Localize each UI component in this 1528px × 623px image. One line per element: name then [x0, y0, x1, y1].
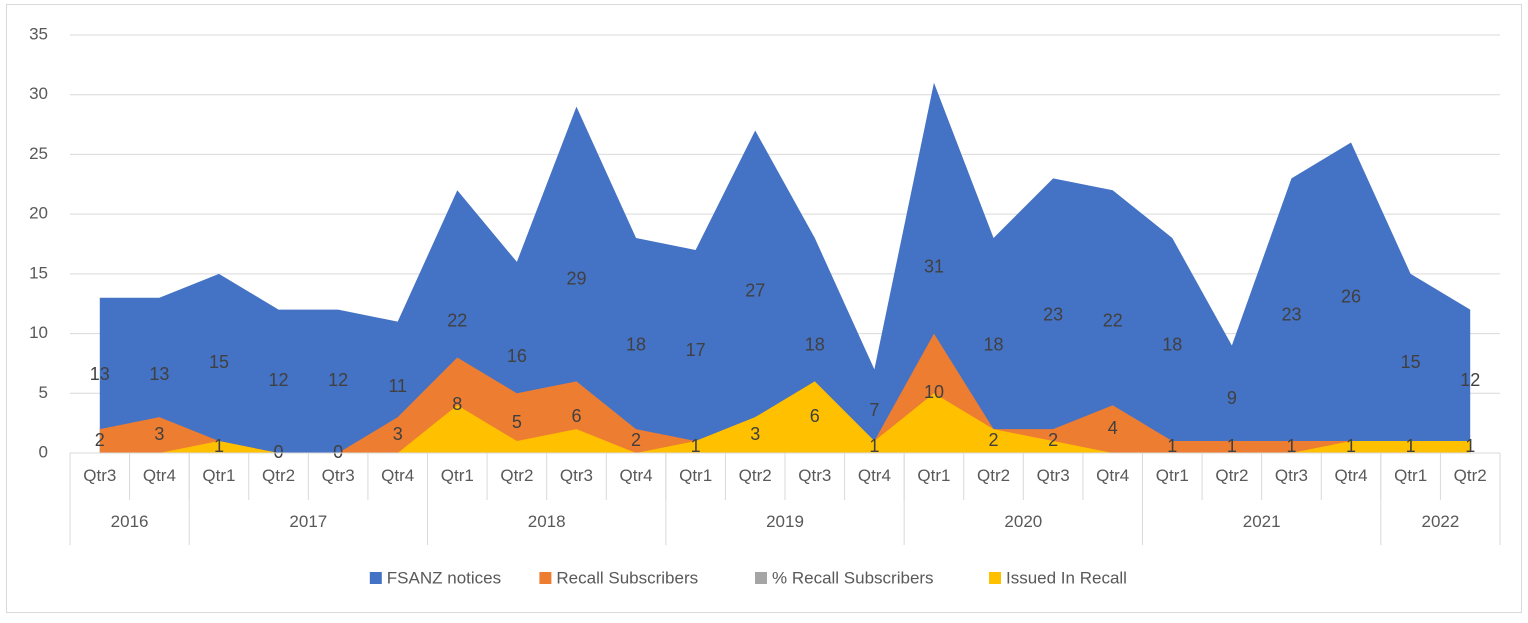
x-tick-label: Qtr3	[1275, 466, 1308, 485]
data-label: 12	[328, 370, 348, 390]
data-label: 1	[1286, 436, 1296, 456]
data-label: 7	[869, 400, 879, 420]
data-label: 1	[1227, 436, 1237, 456]
x-tick-label: Qtr2	[977, 466, 1010, 485]
data-label: 6	[810, 406, 820, 426]
data-label: 1	[1465, 436, 1475, 456]
x-tick-label: Qtr3	[560, 466, 593, 485]
data-label: 18	[984, 334, 1004, 354]
data-label: 8	[452, 394, 462, 414]
y-tick-label: 30	[29, 84, 48, 103]
data-label: 5	[512, 412, 522, 432]
data-label: 1	[1406, 436, 1416, 456]
data-label: 13	[149, 364, 169, 384]
y-tick-label: 5	[39, 383, 48, 402]
group-label: 2017	[289, 512, 327, 531]
data-label: 15	[1401, 352, 1421, 372]
area	[99, 82, 1471, 454]
x-tick-label: Qtr1	[1156, 466, 1189, 485]
data-label: 18	[1162, 334, 1182, 354]
data-label: 18	[626, 334, 646, 354]
x-tick-label: Qtr2	[500, 466, 533, 485]
x-tick-label: Qtr4	[381, 466, 414, 485]
data-label: 17	[686, 340, 706, 360]
data-label: 1	[1346, 436, 1356, 456]
legend-swatch	[539, 572, 552, 584]
x-tick-label: Qtr4	[1335, 466, 1368, 485]
data-label: 16	[507, 346, 527, 366]
x-tick-label: Qtr1	[202, 466, 235, 485]
data-label: 22	[1103, 310, 1123, 330]
data-label: 0	[274, 442, 284, 462]
x-tick-label: Qtr1	[1394, 466, 1427, 485]
group-label: 2021	[1243, 512, 1281, 531]
data-label: 3	[393, 424, 403, 444]
data-label: 23	[1281, 304, 1301, 324]
x-tick-label: Qtr4	[1096, 466, 1129, 485]
data-label: 15	[209, 352, 229, 372]
x-tick-label: Qtr1	[917, 466, 950, 485]
data-label: 27	[745, 281, 765, 301]
y-tick-label: 0	[39, 442, 48, 461]
x-tick-label: Qtr3	[322, 466, 355, 485]
x-tick-label: Qtr3	[798, 466, 831, 485]
y-tick-label: 15	[29, 263, 48, 282]
x-tick-label: Qtr3	[1037, 466, 1070, 485]
data-label: 22	[447, 310, 467, 330]
data-label: 1	[1167, 436, 1177, 456]
data-label: 3	[154, 424, 164, 444]
y-tick-label: 20	[29, 204, 48, 223]
legend-label: Issued In Recall	[1006, 568, 1127, 587]
x-tick-label: Qtr2	[1215, 466, 1248, 485]
data-label: 13	[90, 364, 110, 384]
group-label: 2018	[528, 512, 566, 531]
group-label: 2019	[766, 512, 804, 531]
data-label: 1	[869, 436, 879, 456]
legend-label: Recall Subscribers	[556, 568, 698, 587]
legend-swatch	[369, 572, 382, 584]
data-label: 2	[631, 430, 641, 450]
legend-label: % Recall Subscribers	[772, 568, 934, 587]
data-label: 12	[269, 370, 289, 390]
group-label: 2022	[1422, 512, 1460, 531]
x-tick-label: Qtr2	[262, 466, 295, 485]
group-label: 2016	[111, 512, 149, 531]
legend-swatch	[989, 572, 1001, 584]
data-label: 3	[750, 424, 760, 444]
area	[99, 381, 1471, 453]
x-tick-label: Qtr4	[620, 466, 653, 485]
x-tick-label: Qtr1	[679, 466, 712, 485]
data-label: 0	[333, 442, 343, 462]
data-label: 18	[805, 334, 825, 354]
data-label: 26	[1341, 286, 1361, 306]
data-label: 23	[1043, 304, 1063, 324]
y-tick-label: 25	[29, 144, 48, 163]
x-tick-label: Qtr4	[858, 466, 891, 485]
data-label: 9	[1227, 388, 1237, 408]
data-label: 12	[1460, 370, 1480, 390]
data-label: 6	[571, 406, 581, 426]
group-label: 2020	[1004, 512, 1042, 531]
data-label: 1	[691, 436, 701, 456]
data-label: 29	[566, 269, 586, 289]
data-label: 1	[214, 436, 224, 456]
data-label: 31	[924, 257, 944, 277]
x-tick-label: Qtr2	[739, 466, 772, 485]
data-label: 2	[989, 430, 999, 450]
x-tick-label: Qtr3	[83, 466, 116, 485]
legend-label: FSANZ notices	[387, 568, 501, 587]
y-tick-label: 35	[29, 24, 48, 43]
x-tick-label: Qtr4	[143, 466, 176, 485]
data-label: 4	[1108, 418, 1118, 438]
data-label: 10	[924, 382, 944, 402]
data-label: 2	[1048, 430, 1058, 450]
x-tick-label: Qtr1	[441, 466, 474, 485]
data-label: 11	[388, 376, 407, 396]
legend-swatch	[755, 572, 767, 584]
data-label: 2	[95, 430, 105, 450]
y-tick-label: 10	[29, 323, 48, 342]
x-tick-label: Qtr2	[1454, 466, 1487, 485]
